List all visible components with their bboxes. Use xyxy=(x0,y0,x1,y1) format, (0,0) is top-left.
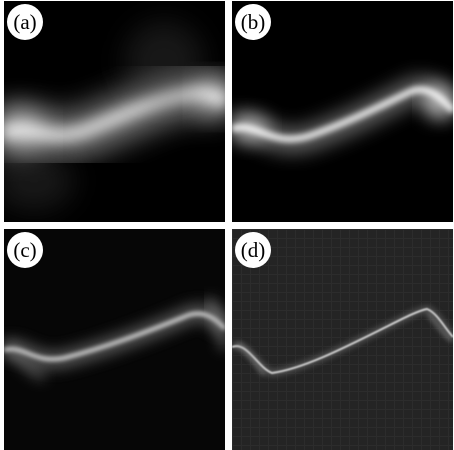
image-panel-a: (a) xyxy=(4,1,225,222)
curve-image-b xyxy=(232,1,453,222)
image-panel-b: (b) xyxy=(232,1,453,222)
curve-image-d xyxy=(232,229,453,450)
panel-label-a: (a) xyxy=(7,4,43,40)
panel-label-b: (b) xyxy=(235,4,271,40)
curve-image-c xyxy=(4,229,225,450)
panel-label-c: (c) xyxy=(7,232,43,268)
image-panel-c: (c) xyxy=(4,229,225,450)
image-panel-d: (d) xyxy=(232,229,453,450)
curve-image-a xyxy=(4,1,225,222)
panel-label-d: (d) xyxy=(235,232,271,268)
